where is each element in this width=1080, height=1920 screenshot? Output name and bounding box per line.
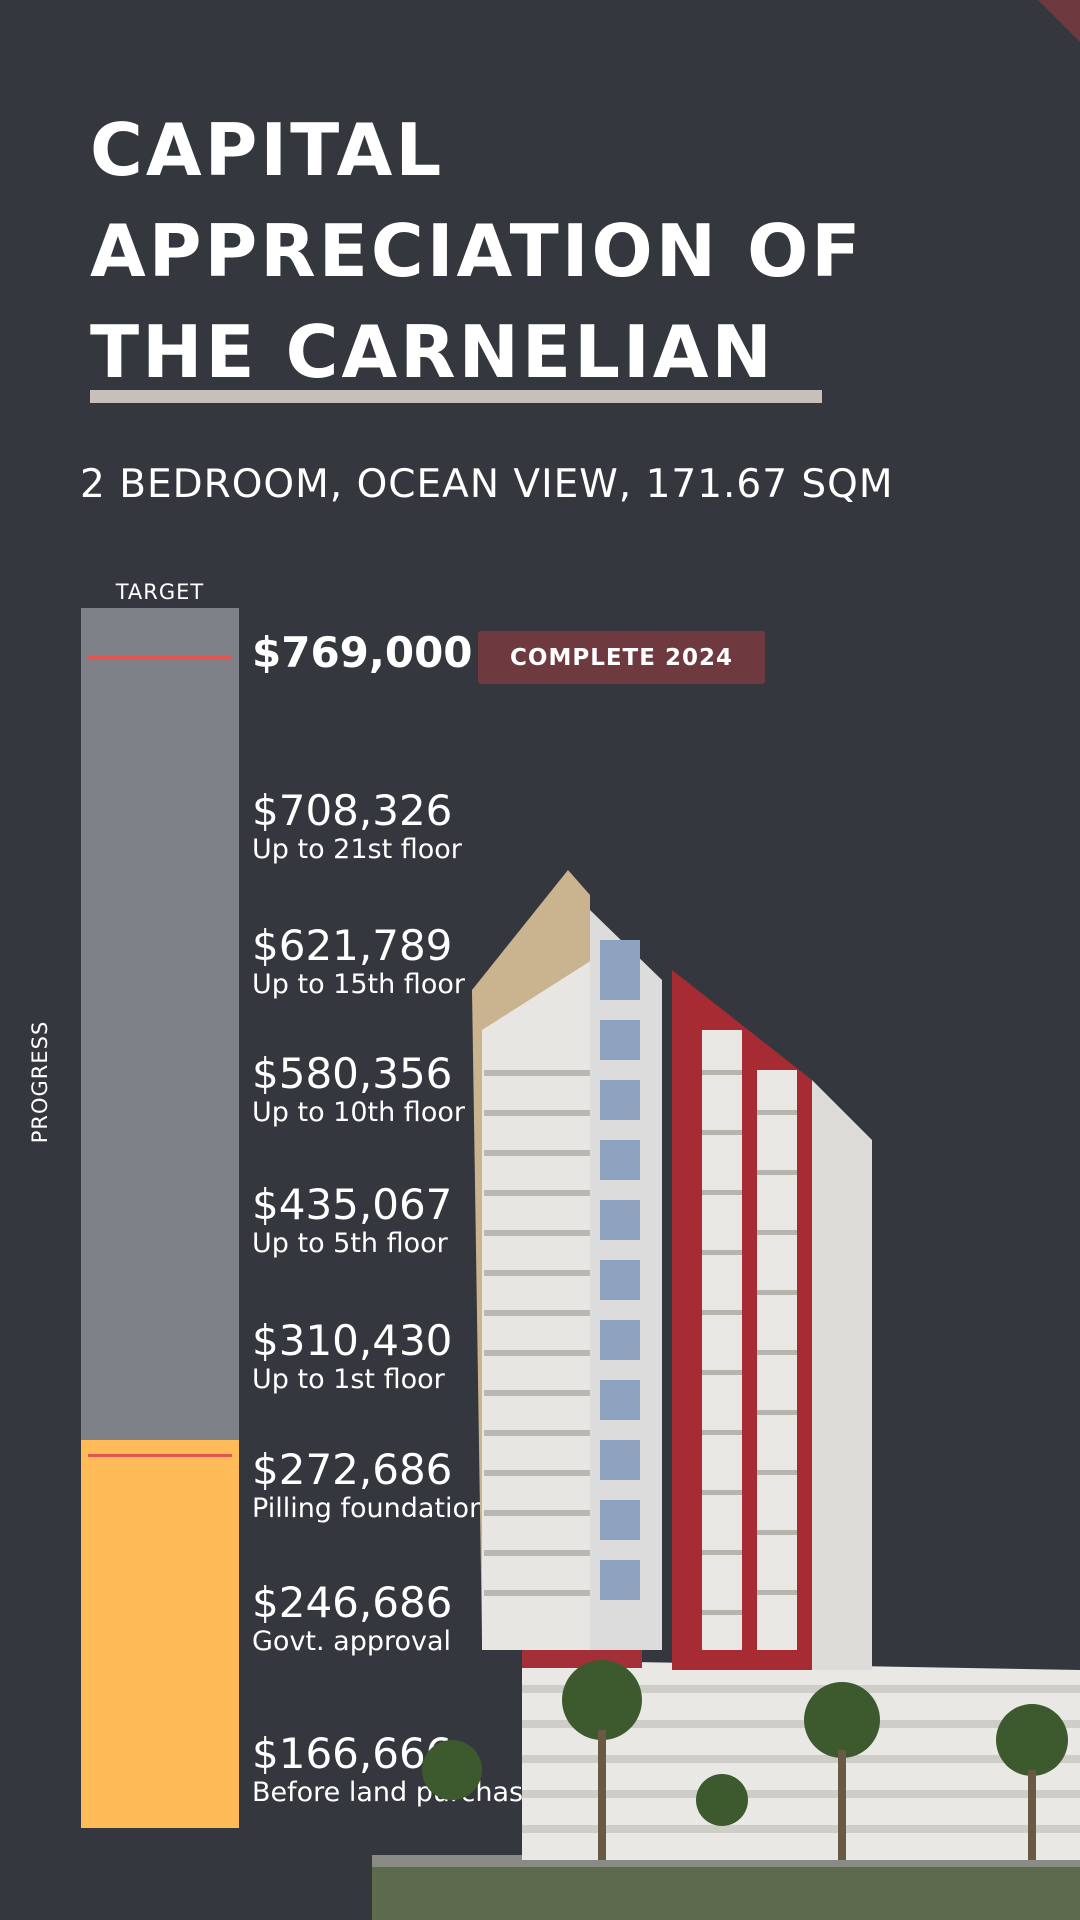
milestone-item: $166,666 Before land purchase xyxy=(252,1731,562,1809)
milestone-stage: Govt. approval xyxy=(252,1626,452,1657)
target-price: $769,000 xyxy=(252,628,473,677)
milestone-price: $246,686 xyxy=(252,1578,453,1627)
milestone-price: $272,686 xyxy=(252,1445,453,1494)
milestone-price: $621,789 xyxy=(252,921,453,970)
milestone-item: $272,686 Pilling foundation xyxy=(252,1447,562,1525)
milestone-item: $708,326 Up to 21st floor xyxy=(252,788,562,866)
milestone-stage: Up to 10th floor xyxy=(252,1097,465,1128)
milestone-stage: Up to 5th floor xyxy=(252,1228,448,1259)
milestone-item: $310,430 Up to 1st floor xyxy=(252,1318,562,1396)
current-progress-marker xyxy=(88,1454,232,1457)
milestone-stage: Up to 15th floor xyxy=(252,969,465,1000)
milestone-price: $310,430 xyxy=(252,1316,453,1365)
milestone-price: $435,067 xyxy=(252,1180,453,1229)
target-marker xyxy=(88,656,232,659)
page-title: CAPITAL APPRECIATION OF THE CARNELIAN xyxy=(90,100,864,403)
milestone-price: $580,356 xyxy=(252,1049,453,1098)
property-subtitle: 2 BEDROOM, OCEAN VIEW, 171.67 SQM xyxy=(80,462,894,507)
milestone-stage: Up to 1st floor xyxy=(252,1364,445,1395)
progress-label: PROGRESS xyxy=(28,1020,52,1144)
milestone-stage: Pilling foundation xyxy=(252,1493,487,1524)
title-underline xyxy=(90,390,822,403)
building-illustration xyxy=(372,870,1080,1920)
milestone-stage: Before land purchase xyxy=(252,1777,540,1808)
milestone-item: $246,686 Govt. approval xyxy=(252,1580,562,1658)
target-label: TARGET xyxy=(115,580,205,604)
milestone-price: $708,326 xyxy=(252,786,453,835)
progress-fill xyxy=(81,1440,239,1828)
title-line-1: CAPITAL xyxy=(90,108,445,192)
milestone-price: $166,666 xyxy=(252,1729,453,1778)
title-line-3: THE CARNELIAN xyxy=(90,310,775,394)
milestone-stage: Up to 21st floor xyxy=(252,834,462,865)
completion-badge: COMPLETE 2024 xyxy=(478,631,765,684)
progress-bar xyxy=(81,608,239,1828)
milestone-item: $580,356 Up to 10th floor xyxy=(252,1051,562,1129)
milestone-item: $435,067 Up to 5th floor xyxy=(252,1182,562,1260)
corner-accent xyxy=(1038,0,1080,42)
title-line-2: APPRECIATION OF xyxy=(90,209,864,293)
milestone-item: $621,789 Up to 15th floor xyxy=(252,923,562,1001)
